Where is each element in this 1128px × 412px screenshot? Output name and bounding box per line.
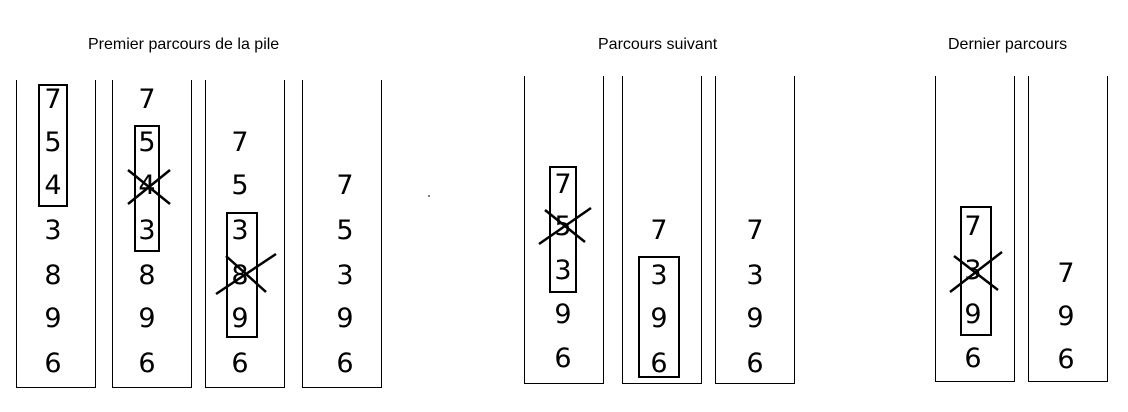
stack-value: 7	[746, 215, 764, 246]
stack-value: 6	[554, 343, 572, 374]
stack-value: 6	[746, 348, 764, 379]
stack-3-2	[1028, 76, 1108, 382]
stack-value: 6	[231, 348, 249, 379]
stack-value: 6	[1057, 344, 1075, 375]
stack-value: 9	[138, 303, 156, 334]
stack-1-1	[16, 80, 96, 388]
stack-value: 3	[746, 260, 764, 291]
stack-value: 6	[650, 348, 668, 379]
cross-mark-icon	[538, 206, 592, 246]
stack-value: 8	[231, 260, 249, 291]
stack-value: 7	[554, 169, 572, 200]
stack-1-3	[205, 80, 285, 388]
stack-value: 9	[1057, 301, 1075, 332]
selection-box	[638, 256, 680, 378]
stack-value: 5	[231, 170, 249, 201]
stack-value: 3	[231, 215, 249, 246]
selection-box	[549, 166, 577, 293]
stack-1-2	[112, 80, 192, 388]
selection-box	[38, 84, 68, 207]
stack-value: 4	[44, 170, 62, 201]
stack-value: 7	[138, 84, 156, 115]
stack-value: 9	[964, 299, 982, 330]
stack-value: 5	[336, 215, 354, 246]
stack-value: 6	[44, 348, 62, 379]
stack-value: 6	[964, 343, 982, 374]
stack-value: 6	[138, 348, 156, 379]
cross-mark-icon	[949, 251, 1003, 293]
stack-value: 8	[44, 260, 62, 291]
stack-value: 3	[336, 260, 354, 291]
stack-2-1	[524, 76, 604, 384]
selection-box	[960, 206, 992, 336]
stack-value: 7	[964, 211, 982, 242]
stray-dot	[428, 195, 430, 197]
stack-value: 7	[650, 215, 668, 246]
stack-value: 7	[336, 170, 354, 201]
stack-value: 9	[650, 303, 668, 334]
stack-value: 8	[138, 260, 156, 291]
stack-3-1	[935, 76, 1015, 382]
stack-value: 6	[336, 348, 354, 379]
stack-value: 7	[231, 127, 249, 158]
stack-value: 3	[44, 215, 62, 246]
cross-mark-icon	[215, 252, 277, 296]
stack-1-4	[302, 80, 382, 388]
stack-value: 9	[44, 303, 62, 334]
stack-2-2	[622, 76, 702, 384]
stack-value: 7	[1057, 258, 1075, 289]
selection-box	[226, 212, 258, 338]
cross-mark-icon	[127, 169, 171, 205]
stack-value: 9	[554, 299, 572, 330]
stack-2-3	[715, 76, 795, 384]
stack-value: 7	[44, 84, 62, 115]
stack-value: 5	[44, 127, 62, 158]
stack-value: 3	[650, 260, 668, 291]
stack-value: 9	[336, 303, 354, 334]
group-title-parcours-suivant: Parcours suivant	[598, 36, 718, 53]
group-title-dernier-parcours: Dernier parcours	[948, 36, 1068, 53]
stack-value: 9	[746, 303, 764, 334]
selection-box	[134, 125, 160, 252]
stack-value: 9	[231, 303, 249, 334]
stack-value: 3	[138, 215, 156, 246]
stack-value: 5	[138, 127, 156, 158]
group-title-premier-parcours: Premier parcours de la pile	[88, 36, 280, 53]
stack-value: 3	[554, 255, 572, 286]
